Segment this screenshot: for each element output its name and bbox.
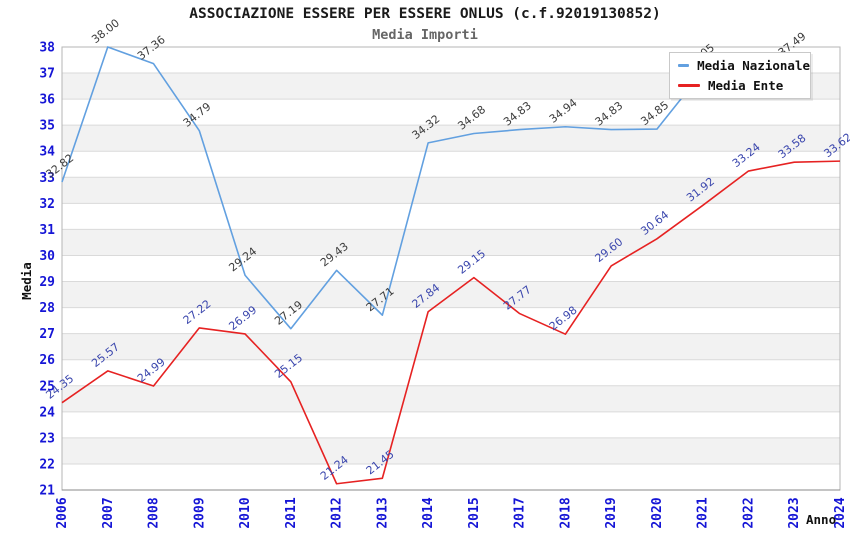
legend-item-media-nazionale: Media Nazionale — [678, 58, 810, 73]
data-point-label: 37.36 — [135, 33, 168, 63]
y-tick-label: 25 — [39, 379, 55, 394]
plot-border — [61, 46, 841, 491]
x-tick-label: 2009 — [192, 497, 207, 528]
y-tick-label: 38 — [39, 41, 55, 56]
legend-swatch-red-line — [678, 84, 700, 87]
x-tick-label: 2010 — [238, 497, 253, 528]
legend-item-media-ente: Media Ente — [678, 78, 810, 93]
x-tick-label: 2008 — [147, 497, 162, 528]
plot-band — [62, 437, 840, 464]
y-tick-label: 21 — [39, 484, 55, 499]
plot-band — [62, 385, 840, 412]
legend-swatch-blue-line — [678, 64, 690, 67]
x-tick-label: 2024 — [833, 497, 848, 528]
x-tick-label: 2023 — [787, 497, 802, 528]
x-tick-label: 2020 — [650, 497, 665, 528]
y-tick-label: 36 — [39, 93, 55, 108]
chart-subtitle: Media Importi — [372, 27, 478, 43]
x-tick-label: 2014 — [421, 497, 436, 528]
legend-label: Media Nazionale — [697, 58, 810, 73]
data-point-label: 34.83 — [593, 99, 626, 129]
x-tick-label: 2013 — [375, 497, 390, 528]
plot-band — [62, 229, 840, 256]
y-tick-label: 35 — [39, 119, 55, 134]
y-tick-label: 30 — [39, 249, 55, 264]
series-line-media-ente — [61, 160, 841, 485]
y-tick-label: 32 — [39, 197, 55, 212]
chart-title: ASSOCIAZIONE ESSERE PER ESSERE ONLUS (c.… — [189, 6, 661, 22]
y-tick-label: 26 — [39, 353, 55, 368]
x-axis-title: Anno — [806, 512, 836, 527]
y-tick-label: 29 — [39, 275, 55, 290]
plot-band — [62, 333, 840, 360]
data-point-label: 34.83 — [501, 99, 534, 129]
y-tick-label: 23 — [39, 431, 55, 446]
y-tick-label: 24 — [39, 405, 55, 420]
x-tick-label: 2019 — [604, 497, 619, 528]
data-point-label: 38.00 — [89, 16, 122, 46]
x-tick-label: 2021 — [696, 497, 711, 528]
x-tick-label: 2011 — [284, 497, 299, 528]
y-tick-label: 33 — [39, 171, 55, 186]
y-tick-label: 27 — [39, 327, 55, 342]
x-tick-label: 2015 — [467, 497, 482, 528]
y-tick-label: 28 — [39, 301, 55, 316]
series-line-media-nazionale — [61, 46, 795, 330]
y-axis-title: Media — [19, 262, 34, 300]
x-tick-label: 2012 — [330, 497, 345, 528]
data-point-label: 34.85 — [638, 99, 671, 129]
y-tick-label: 34 — [39, 145, 55, 160]
x-tick-label: 2017 — [513, 497, 528, 528]
x-tick-label: 2022 — [741, 497, 756, 528]
x-tick-label: 2007 — [101, 497, 116, 528]
x-tick-label: 2006 — [55, 497, 70, 528]
chart-legend: Media Nazionale Media Ente — [669, 52, 811, 99]
y-tick-label: 22 — [39, 457, 55, 472]
y-tick-label: 37 — [39, 67, 55, 82]
data-point-label: 34.94 — [547, 96, 580, 126]
y-tick-label: 31 — [39, 223, 55, 238]
legend-label: Media Ente — [708, 78, 784, 93]
x-tick-label: 2018 — [558, 497, 573, 528]
